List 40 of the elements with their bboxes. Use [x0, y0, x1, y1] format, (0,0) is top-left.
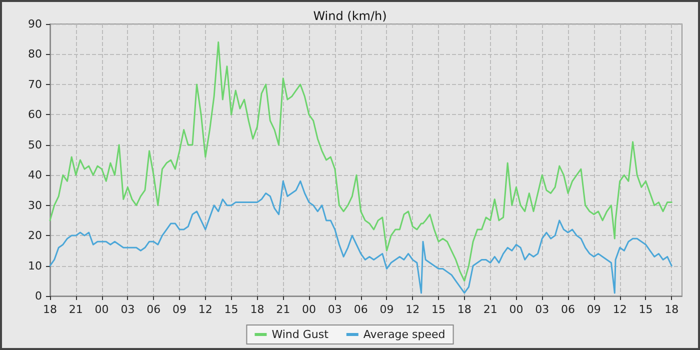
x-tick-label: 03: [120, 303, 135, 316]
y-tick-label: 30: [28, 198, 42, 212]
x-tick-label: 06: [561, 303, 576, 316]
y-tick-label: 50: [28, 138, 42, 152]
y-tick-label: 10: [28, 259, 42, 272]
x-tick-label: 03: [328, 303, 342, 316]
line-series: [49, 180, 672, 294]
x-tick-label: 21: [68, 303, 83, 316]
line-series: [49, 41, 672, 282]
x-tick-label: 09: [172, 303, 187, 316]
x-tick-label: 06: [146, 303, 161, 316]
y-tick-label: 90: [28, 18, 42, 30]
x-tick-label: 12: [198, 303, 212, 316]
x-tick-label: 12: [612, 303, 627, 316]
x-tick-label: 15: [432, 303, 446, 316]
chart-title: Wind (km/h): [313, 9, 387, 23]
x-tick-label: 00: [509, 303, 524, 316]
x-tick-label: 09: [586, 303, 601, 316]
x-tick-label: 21: [276, 303, 290, 316]
y-tick-label: 20: [28, 229, 42, 242]
x-tick-label: 00: [302, 303, 316, 316]
y-tick-label: 80: [28, 48, 42, 61]
x-tick-label: 18: [43, 303, 57, 316]
legend-label: Average speed: [363, 328, 446, 341]
x-tick-label: 21: [483, 303, 498, 316]
x-tick-label: 15: [224, 303, 238, 316]
x-tick-label: 09: [380, 303, 394, 316]
y-tick-label: 60: [28, 108, 42, 122]
y-tick-label: 40: [28, 168, 42, 182]
x-tick-label: 06: [354, 303, 368, 316]
y-tick-label: 0: [35, 290, 42, 302]
x-tick-label: 03: [535, 303, 550, 316]
y-tick-label: 70: [28, 78, 42, 91]
x-tick-label: 18: [664, 303, 679, 316]
x-tick-label: 00: [94, 303, 109, 316]
x-tick-label: 12: [406, 303, 420, 316]
x-tick-label: 15: [638, 303, 653, 316]
x-tick-label: 18: [457, 303, 472, 316]
x-tick-label: 18: [250, 303, 264, 316]
legend-label: Wind Gust: [272, 328, 330, 341]
